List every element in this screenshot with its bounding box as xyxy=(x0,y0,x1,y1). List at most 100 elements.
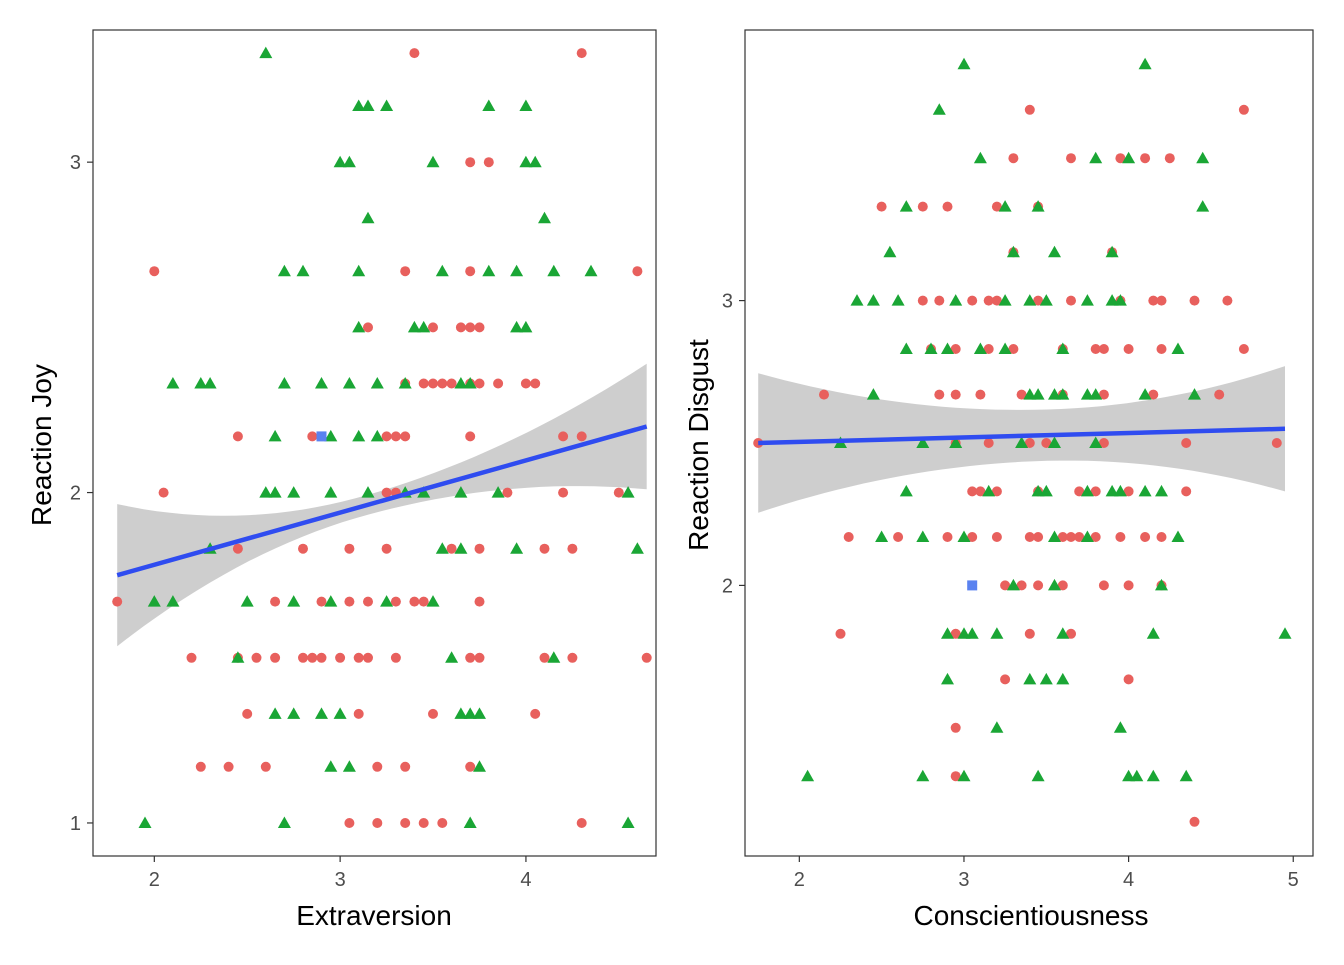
data-point-triangle xyxy=(287,595,301,607)
data-point-circle xyxy=(576,431,587,442)
data-point-circle xyxy=(1181,486,1192,497)
data-point-triangle xyxy=(1048,436,1061,448)
data-point-circle xyxy=(437,818,448,828)
data-point-circle xyxy=(400,761,411,772)
data-point-circle xyxy=(1123,580,1134,591)
data-point-triangle xyxy=(482,264,496,277)
data-point-triangle xyxy=(491,486,505,498)
data-point-circle xyxy=(975,486,986,497)
data-point-triangle xyxy=(621,486,635,498)
data-point-triangle xyxy=(454,707,468,719)
data-point-triangle xyxy=(417,320,431,333)
data-point-triangle xyxy=(630,542,644,554)
y-axis-title: Reaction Joy xyxy=(26,364,57,526)
data-point-circle xyxy=(112,596,123,607)
data-point-triangle xyxy=(1015,436,1029,448)
data-point-triangle xyxy=(268,429,282,442)
data-point-circle xyxy=(1098,389,1109,400)
data-point-circle xyxy=(1016,389,1027,400)
y-tick-label: 3 xyxy=(722,291,733,313)
data-point-circle xyxy=(641,652,652,663)
data-point-triangle xyxy=(147,595,161,607)
data-point-circle xyxy=(465,157,476,168)
data-point-circle xyxy=(418,596,429,607)
data-point-circle xyxy=(251,652,262,663)
data-point-triangle xyxy=(584,264,598,277)
data-point-triangle xyxy=(1113,294,1127,306)
data-point-circle xyxy=(316,652,327,663)
data-point-circle xyxy=(1148,389,1159,400)
panel-border xyxy=(92,29,657,857)
data-point-circle xyxy=(632,266,643,277)
x-tick-label: 5 xyxy=(1288,869,1299,891)
data-point-circle xyxy=(942,532,953,542)
data-point-triangle xyxy=(621,816,635,828)
data-point-triangle xyxy=(463,816,477,828)
x-tick-label: 3 xyxy=(335,869,346,891)
data-point-triangle xyxy=(510,542,524,554)
data-point-circle xyxy=(223,761,234,772)
data-point-circle xyxy=(1123,344,1134,354)
data-point-triangle xyxy=(1138,484,1152,497)
data-point-triangle xyxy=(1196,151,1210,164)
x-tick-label: 4 xyxy=(1123,869,1134,891)
data-point-circle xyxy=(1066,153,1076,164)
data-point-triangle xyxy=(1089,388,1103,400)
data-point-circle xyxy=(381,487,392,498)
data-point-triangle xyxy=(1023,672,1037,685)
data-point-circle xyxy=(991,486,1002,497)
data-point-triangle xyxy=(426,595,440,607)
data-point-triangle xyxy=(899,484,913,497)
data-point-circle xyxy=(1066,295,1076,306)
data-point-circle xyxy=(1189,295,1200,306)
data-point-triangle xyxy=(277,264,291,277)
data-point-triangle xyxy=(342,377,356,389)
data-point-circle xyxy=(942,201,953,212)
data-point-triangle xyxy=(965,627,979,639)
data-point-triangle xyxy=(138,816,152,828)
data-point-triangle xyxy=(916,769,930,782)
data-point-circle xyxy=(1222,295,1233,306)
data-point-triangle xyxy=(333,707,347,719)
data-point-circle xyxy=(576,48,587,59)
data-point-triangle xyxy=(510,320,524,333)
data-point-circle xyxy=(465,761,476,772)
data-point-circle xyxy=(1033,295,1044,306)
data-point-triangle xyxy=(973,151,987,164)
data-point-circle xyxy=(539,543,550,554)
data-point-circle xyxy=(372,818,383,828)
data-point-triangle xyxy=(1155,484,1168,497)
data-point-triangle xyxy=(342,760,356,772)
data-point-square xyxy=(967,580,978,591)
data-point-triangle xyxy=(1138,388,1152,400)
data-point-circle xyxy=(428,378,438,389)
data-point-circle xyxy=(967,532,978,542)
data-point-triangle xyxy=(473,707,486,719)
data-point-circle xyxy=(967,486,978,497)
data-point-circle xyxy=(418,818,429,828)
data-point-circle xyxy=(950,722,961,733)
data-point-triangle xyxy=(949,294,963,306)
data-point-circle xyxy=(260,761,271,772)
data-point-circle xyxy=(539,652,550,663)
data-point-circle xyxy=(428,708,438,719)
data-point-triangle xyxy=(941,627,954,639)
data-point-circle xyxy=(1024,438,1035,448)
data-point-circle xyxy=(363,652,373,663)
y-tick-label: 3 xyxy=(70,152,81,174)
data-point-circle xyxy=(1008,153,1019,164)
data-point-triangle xyxy=(1048,530,1061,542)
data-point-triangle xyxy=(240,595,254,607)
data-point-triangle xyxy=(866,294,880,306)
data-point-circle xyxy=(1066,628,1076,639)
data-point-circle xyxy=(474,596,485,607)
data-point-circle xyxy=(242,708,253,719)
data-point-triangle xyxy=(1278,627,1292,639)
data-point-circle xyxy=(567,543,578,554)
data-point-triangle xyxy=(268,486,282,498)
data-point-triangle xyxy=(1105,484,1119,497)
data-point-circle xyxy=(983,438,994,448)
data-point-triangle xyxy=(916,436,930,448)
data-point-circle xyxy=(1238,344,1249,354)
x-tick-label: 2 xyxy=(149,869,160,891)
